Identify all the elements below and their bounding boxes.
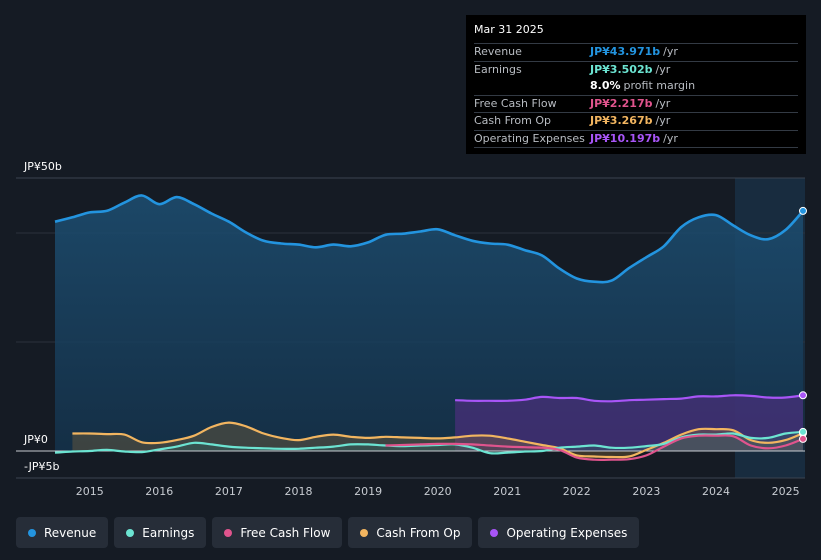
operating-expenses-endpoint [799, 391, 807, 400]
revenue-area [55, 195, 803, 451]
legend-label: Free Cash Flow [240, 525, 331, 540]
tooltip-row-cash-from-op: Cash From Op JP¥3.267b /yr [474, 112, 798, 130]
tooltip: Mar 31 2025 Revenue JP¥43.971b /yr Earni… [466, 15, 806, 154]
y-tick-label-top: JP¥50b [23, 160, 62, 173]
tooltip-row-profit-margin: 8.0% profit margin [474, 78, 798, 95]
tooltip-value: 8.0% [590, 79, 621, 92]
x-tick-label: 2023 [632, 485, 660, 498]
x-tick-label: 2016 [145, 485, 173, 498]
x-tick-label: 2025 [772, 485, 800, 498]
tooltip-label: Earnings [474, 62, 522, 76]
x-tick-label: 2024 [702, 485, 730, 498]
tooltip-value: JP¥10.197b [590, 131, 661, 145]
revenue-line [54, 194, 804, 284]
cash-from-op-dot-icon [360, 528, 369, 537]
legend-item-cash-from-op[interactable]: Cash From Op [348, 517, 473, 548]
operating-expenses-dot-icon [490, 528, 499, 537]
x-tick-label: 2019 [354, 485, 382, 498]
cash-from-op-line [72, 421, 804, 459]
tooltip-label: Operating Expenses [474, 131, 585, 145]
operating-expenses-area [455, 395, 803, 451]
tooltip-row-revenue: Revenue JP¥43.971b /yr [474, 43, 798, 61]
earnings-dot-icon [126, 528, 135, 537]
tooltip-label: Free Cash Flow [474, 96, 557, 110]
tooltip-unit: /yr [655, 114, 671, 127]
tooltip-value: JP¥43.971b [590, 45, 661, 58]
x-tick-label: 2021 [493, 485, 521, 498]
tooltip-row-earnings: Earnings JP¥3.502b /yr [474, 60, 798, 79]
operating-expenses-line [455, 394, 804, 403]
tooltip-date: Mar 31 2025 [474, 23, 544, 36]
x-tick-label: 2015 [76, 485, 104, 498]
tooltip-value: JP¥3.267b [590, 114, 653, 127]
legend-item-revenue[interactable]: Revenue [16, 517, 109, 548]
tooltip-row-operating-expenses: Operating Expenses JP¥10.197b /yr [474, 129, 798, 148]
legend-item-free-cash-flow[interactable]: Free Cash Flow [212, 517, 343, 548]
tooltip-unit: /yr [663, 45, 678, 58]
x-tick-label: 2018 [285, 485, 313, 498]
free-cash-flow-endpoint [799, 434, 807, 443]
x-tick-label: 2020 [424, 485, 452, 498]
tooltip-unit: profit margin [623, 79, 696, 92]
legend-item-operating-expenses[interactable]: Operating Expenses [478, 517, 640, 548]
legend-label: Revenue [44, 525, 97, 540]
tooltip-unit: /yr [663, 131, 678, 145]
legend: Revenue Earnings Free Cash Flow Cash Fro… [16, 517, 640, 548]
x-tick-label: 2022 [563, 485, 591, 498]
tooltip-label: Cash From Op [474, 114, 552, 127]
legend-label: Operating Expenses [506, 525, 628, 540]
tooltip-row-free-cash-flow: Free Cash Flow JP¥2.217b /yr [474, 94, 798, 113]
tooltip-value: JP¥3.502b [590, 62, 653, 76]
tooltip-label [474, 78, 590, 95]
legend-item-earnings[interactable]: Earnings [114, 517, 207, 548]
tooltip-unit: /yr [655, 62, 671, 76]
earnings-endpoint [799, 427, 807, 436]
tooltip-label: Revenue [474, 45, 522, 58]
tooltip-value: JP¥2.217b [590, 96, 653, 110]
free-cash-flow-dot-icon [224, 528, 233, 537]
x-tick-label: 2017 [215, 485, 243, 498]
y-tick-label-zero: JP¥0 [23, 433, 48, 446]
revenue-dot-icon [28, 528, 36, 537]
tooltip-unit: /yr [655, 96, 671, 110]
legend-label: Cash From Op [376, 525, 461, 540]
y-tick-label-bottom: -JP¥5b [24, 460, 59, 473]
legend-label: Earnings [142, 525, 195, 540]
revenue-endpoint [799, 206, 807, 215]
free-cash-flow-line [385, 434, 804, 462]
